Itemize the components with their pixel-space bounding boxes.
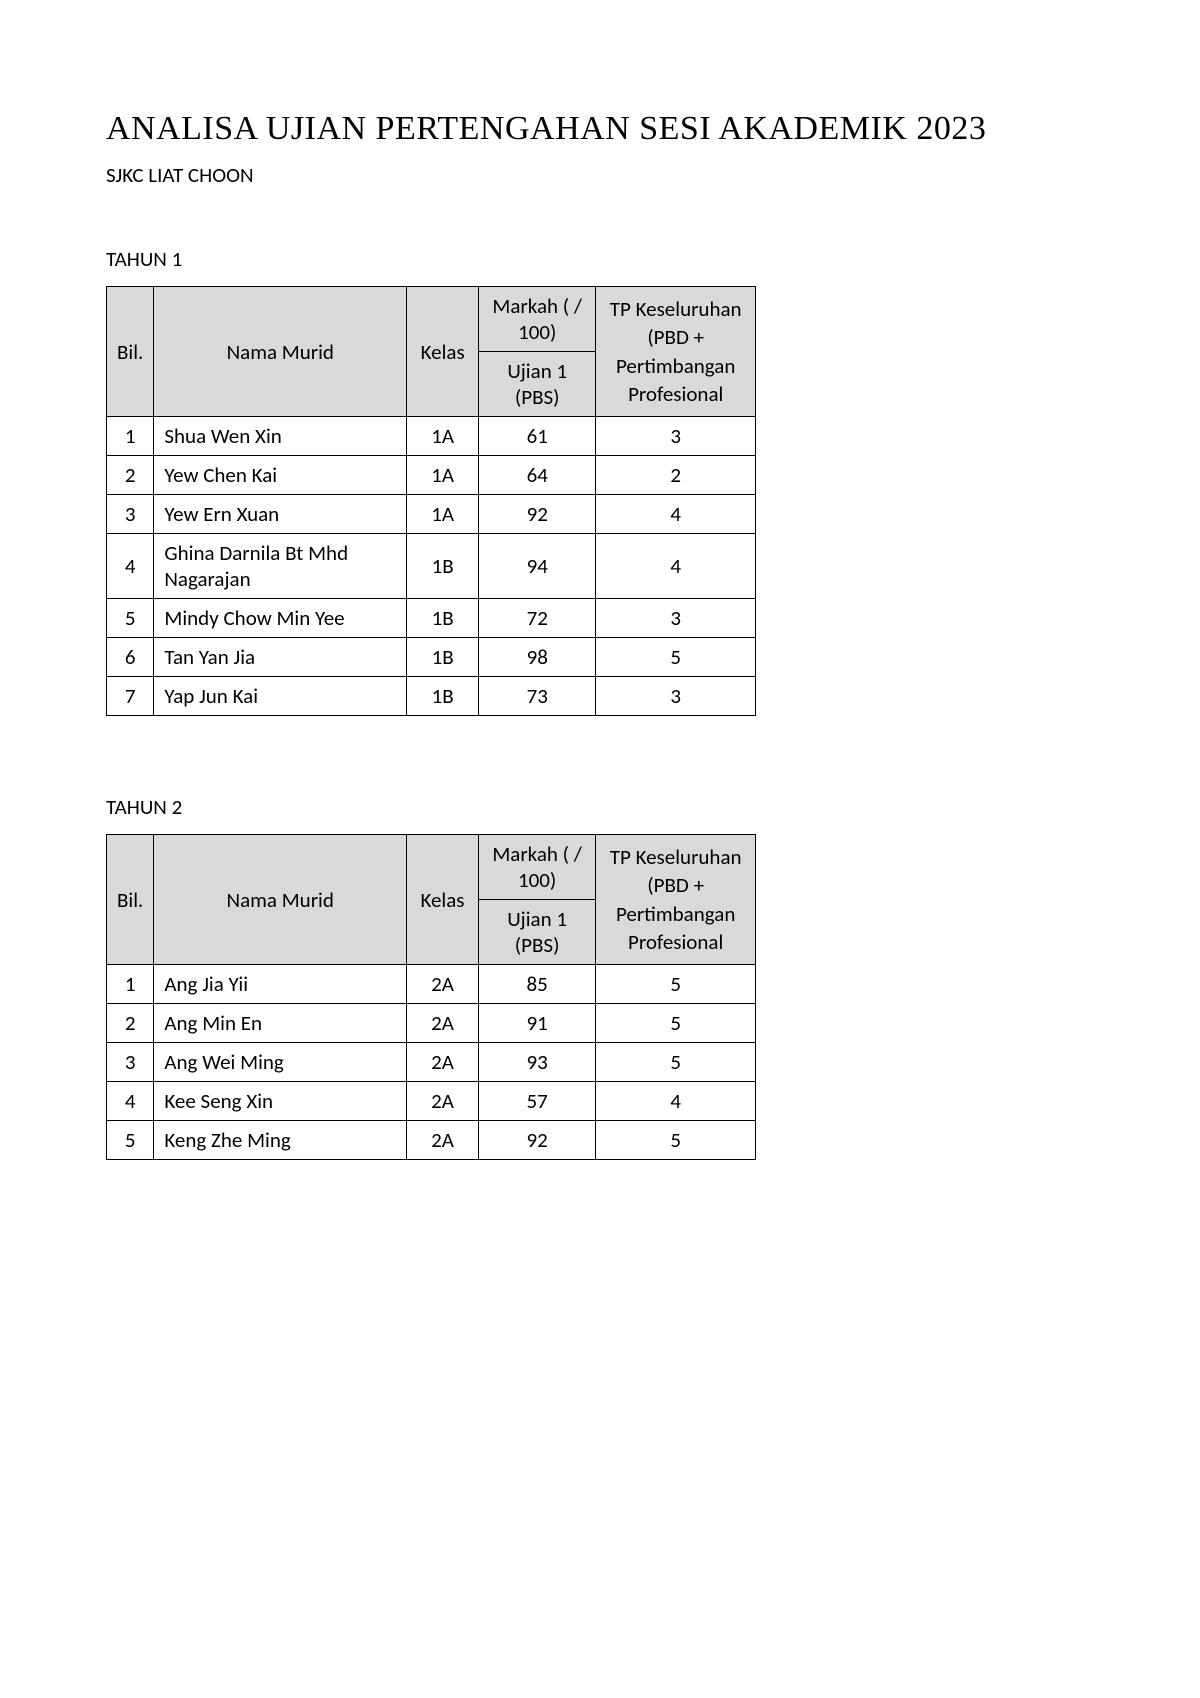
cell-kelas: 2A bbox=[407, 1043, 479, 1082]
sections-container: TAHUN 1Bil.Nama MuridKelasMarkah ( / 100… bbox=[106, 246, 1100, 1160]
cell-markah: 91 bbox=[478, 1004, 595, 1043]
cell-tp: 5 bbox=[596, 1004, 756, 1043]
cell-nama: Yew Ern Xuan bbox=[154, 495, 407, 534]
cell-bil: 4 bbox=[107, 1082, 154, 1121]
cell-kelas: 1B bbox=[407, 599, 479, 638]
col-header-markah: Markah ( / 100) bbox=[479, 287, 596, 352]
cell-nama: Yap Jun Kai bbox=[154, 677, 407, 716]
cell-bil: 5 bbox=[107, 1121, 154, 1160]
col-header-tp: TP Keseluruhan (PBD + Pertimbangan Profe… bbox=[596, 835, 756, 965]
cell-kelas: 2A bbox=[407, 1004, 479, 1043]
table-row: 3Yew Ern Xuan1A924 bbox=[107, 495, 756, 534]
student-table: Bil.Nama MuridKelasMarkah ( / 100)TP Kes… bbox=[106, 834, 756, 1160]
col-header-bil: Bil. bbox=[107, 287, 154, 417]
cell-markah: 92 bbox=[478, 1121, 595, 1160]
table-row: 4Kee Seng Xin2A574 bbox=[107, 1082, 756, 1121]
cell-nama: Keng Zhe Ming bbox=[154, 1121, 407, 1160]
cell-tp: 5 bbox=[596, 1121, 756, 1160]
page-title: ANALISA UJIAN PERTENGAHAN SESI AKADEMIK … bbox=[106, 110, 1100, 148]
student-table: Bil.Nama MuridKelasMarkah ( / 100)TP Kes… bbox=[106, 286, 756, 716]
col-header-kelas: Kelas bbox=[407, 287, 479, 417]
col-header-ujian: Ujian 1 (PBS) bbox=[479, 352, 596, 417]
cell-markah: 73 bbox=[479, 677, 596, 716]
cell-bil: 7 bbox=[107, 677, 154, 716]
cell-kelas: 1B bbox=[407, 534, 479, 599]
cell-kelas: 2A bbox=[407, 1082, 479, 1121]
table-row: 1Ang Jia Yii2A855 bbox=[107, 965, 756, 1004]
cell-tp: 2 bbox=[596, 456, 756, 495]
school-name: SJKC LIAT CHOON bbox=[106, 162, 1100, 188]
table-row: 2Yew Chen Kai1A642 bbox=[107, 456, 756, 495]
cell-tp: 5 bbox=[596, 1043, 756, 1082]
cell-nama: Yew Chen Kai bbox=[154, 456, 407, 495]
cell-kelas: 1A bbox=[407, 417, 479, 456]
table-row: 5Keng Zhe Ming2A925 bbox=[107, 1121, 756, 1160]
cell-nama: Kee Seng Xin bbox=[154, 1082, 407, 1121]
cell-tp: 3 bbox=[596, 599, 756, 638]
cell-nama: Ang Min En bbox=[154, 1004, 407, 1043]
cell-tp: 5 bbox=[596, 965, 756, 1004]
table-row: 5Mindy Chow Min Yee1B723 bbox=[107, 599, 756, 638]
cell-markah: 72 bbox=[479, 599, 596, 638]
table-row: 1Shua Wen Xin1A613 bbox=[107, 417, 756, 456]
cell-markah: 98 bbox=[479, 638, 596, 677]
col-header-bil: Bil. bbox=[107, 835, 154, 965]
cell-kelas: 1B bbox=[407, 638, 479, 677]
cell-markah: 61 bbox=[479, 417, 596, 456]
col-header-nama: Nama Murid bbox=[154, 835, 407, 965]
cell-markah: 85 bbox=[478, 965, 595, 1004]
col-header-markah: Markah ( / 100) bbox=[478, 835, 595, 900]
table-row: 2Ang Min En2A915 bbox=[107, 1004, 756, 1043]
cell-kelas: 1A bbox=[407, 456, 479, 495]
cell-bil: 5 bbox=[107, 599, 154, 638]
cell-bil: 3 bbox=[107, 1043, 154, 1082]
cell-bil: 1 bbox=[107, 965, 154, 1004]
cell-kelas: 2A bbox=[407, 965, 479, 1004]
cell-nama: Ang Wei Ming bbox=[154, 1043, 407, 1082]
cell-tp: 3 bbox=[596, 417, 756, 456]
cell-markah: 64 bbox=[479, 456, 596, 495]
cell-bil: 2 bbox=[107, 1004, 154, 1043]
cell-nama: Tan Yan Jia bbox=[154, 638, 407, 677]
cell-kelas: 2A bbox=[407, 1121, 479, 1160]
cell-tp: 4 bbox=[596, 1082, 756, 1121]
cell-kelas: 1A bbox=[407, 495, 479, 534]
cell-tp: 4 bbox=[596, 534, 756, 599]
cell-bil: 2 bbox=[107, 456, 154, 495]
table-row: 6Tan Yan Jia1B985 bbox=[107, 638, 756, 677]
table-row: 4Ghina Darnila Bt Mhd Nagarajan1B944 bbox=[107, 534, 756, 599]
cell-kelas: 1B bbox=[407, 677, 479, 716]
cell-markah: 92 bbox=[479, 495, 596, 534]
cell-nama: Shua Wen Xin bbox=[154, 417, 407, 456]
cell-bil: 4 bbox=[107, 534, 154, 599]
cell-markah: 93 bbox=[478, 1043, 595, 1082]
table-row: 3Ang Wei Ming2A935 bbox=[107, 1043, 756, 1082]
table-row: 7Yap Jun Kai1B733 bbox=[107, 677, 756, 716]
cell-nama: Mindy Chow Min Yee bbox=[154, 599, 407, 638]
year-label: TAHUN 2 bbox=[106, 794, 1100, 820]
cell-bil: 3 bbox=[107, 495, 154, 534]
col-header-ujian: Ujian 1 (PBS) bbox=[478, 900, 595, 965]
col-header-kelas: Kelas bbox=[407, 835, 479, 965]
year-label: TAHUN 1 bbox=[106, 246, 1100, 272]
cell-tp: 3 bbox=[596, 677, 756, 716]
cell-nama: Ghina Darnila Bt Mhd Nagarajan bbox=[154, 534, 407, 599]
cell-tp: 5 bbox=[596, 638, 756, 677]
col-header-tp: TP Keseluruhan (PBD + Pertimbangan Profe… bbox=[596, 287, 756, 417]
col-header-nama: Nama Murid bbox=[154, 287, 407, 417]
cell-bil: 6 bbox=[107, 638, 154, 677]
cell-nama: Ang Jia Yii bbox=[154, 965, 407, 1004]
cell-markah: 94 bbox=[479, 534, 596, 599]
cell-markah: 57 bbox=[478, 1082, 595, 1121]
cell-tp: 4 bbox=[596, 495, 756, 534]
cell-bil: 1 bbox=[107, 417, 154, 456]
